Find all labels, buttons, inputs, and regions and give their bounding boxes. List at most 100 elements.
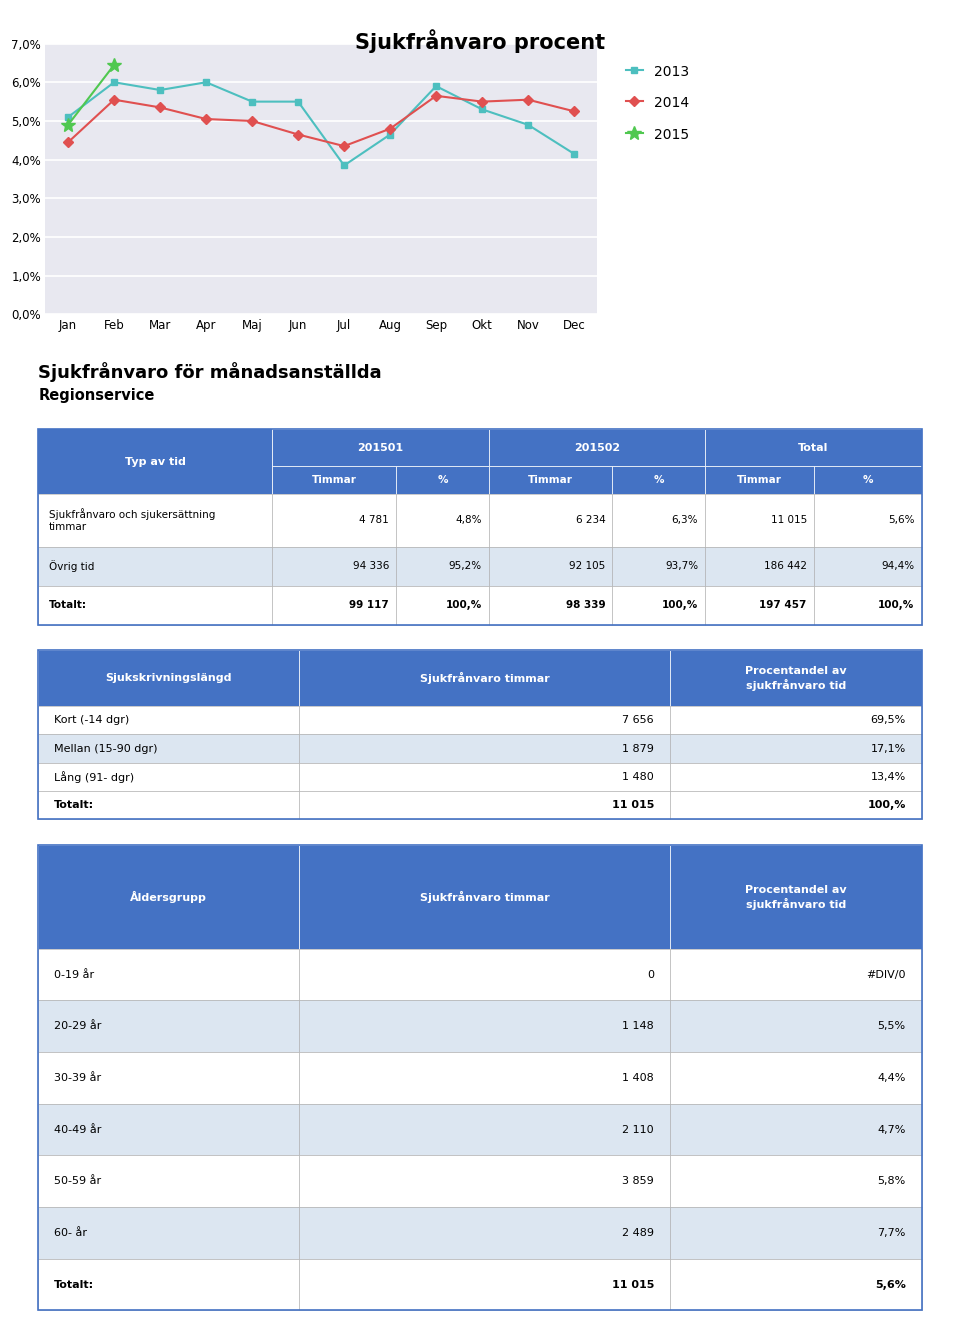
Text: %: % [862, 476, 873, 485]
Text: Kort (-14 dgr): Kort (-14 dgr) [55, 716, 130, 725]
FancyBboxPatch shape [38, 1104, 299, 1156]
Text: Mellan (15-90 dgr): Mellan (15-90 dgr) [55, 744, 157, 753]
Text: 2 489: 2 489 [622, 1229, 654, 1238]
Text: 95,2%: 95,2% [448, 561, 482, 571]
Text: Sjukfrånvaro procent: Sjukfrånvaro procent [355, 29, 605, 53]
Text: 5,6%: 5,6% [875, 1280, 905, 1289]
Text: 13,4%: 13,4% [871, 771, 905, 782]
2013 [338, 157, 349, 173]
FancyBboxPatch shape [612, 585, 706, 625]
FancyBboxPatch shape [38, 948, 299, 1000]
Text: Totalt:: Totalt: [49, 600, 87, 610]
2013 [293, 94, 304, 110]
Text: 100,%: 100,% [878, 600, 915, 610]
FancyBboxPatch shape [489, 494, 612, 547]
FancyBboxPatch shape [814, 494, 922, 547]
Text: %: % [437, 476, 447, 485]
Text: 1 148: 1 148 [622, 1021, 654, 1032]
FancyBboxPatch shape [670, 1052, 922, 1104]
Text: Totalt:: Totalt: [55, 1280, 94, 1289]
FancyBboxPatch shape [38, 762, 299, 791]
FancyBboxPatch shape [273, 466, 396, 494]
Text: 1 480: 1 480 [622, 771, 654, 782]
FancyBboxPatch shape [299, 650, 670, 707]
Text: %: % [654, 476, 664, 485]
Text: Övrig tid: Övrig tid [49, 560, 94, 572]
Text: 0-19 år: 0-19 år [55, 970, 94, 980]
2014 [522, 91, 534, 107]
FancyBboxPatch shape [670, 791, 922, 819]
2014 [155, 99, 166, 115]
FancyBboxPatch shape [670, 1156, 922, 1207]
FancyBboxPatch shape [273, 494, 396, 547]
2013 [247, 94, 258, 110]
FancyBboxPatch shape [489, 547, 612, 585]
FancyBboxPatch shape [273, 429, 489, 466]
FancyBboxPatch shape [670, 734, 922, 762]
FancyBboxPatch shape [670, 707, 922, 734]
FancyBboxPatch shape [299, 1207, 670, 1259]
FancyBboxPatch shape [612, 494, 706, 547]
FancyBboxPatch shape [38, 1156, 299, 1207]
Text: 92 105: 92 105 [569, 561, 606, 571]
FancyBboxPatch shape [670, 1259, 922, 1310]
Text: 69,5%: 69,5% [871, 716, 905, 725]
Legend: 2013, 2014, 2015: 2013, 2014, 2015 [626, 65, 689, 141]
Line: 2014: 2014 [64, 92, 578, 149]
FancyBboxPatch shape [299, 1156, 670, 1207]
FancyBboxPatch shape [814, 585, 922, 625]
Text: Procentandel av
sjukfrånvaro tid: Procentandel av sjukfrånvaro tid [745, 885, 847, 910]
Text: Lång (91- dgr): Lång (91- dgr) [55, 770, 134, 783]
2013 [384, 127, 396, 143]
FancyBboxPatch shape [299, 1104, 670, 1156]
Text: 30-39 år: 30-39 år [55, 1073, 102, 1083]
FancyBboxPatch shape [38, 1207, 299, 1259]
FancyBboxPatch shape [273, 547, 396, 585]
FancyBboxPatch shape [38, 494, 273, 547]
Text: 100,%: 100,% [445, 600, 482, 610]
FancyBboxPatch shape [489, 466, 612, 494]
2014 [62, 135, 74, 151]
Text: 5,5%: 5,5% [877, 1021, 905, 1032]
FancyBboxPatch shape [299, 791, 670, 819]
FancyBboxPatch shape [670, 1104, 922, 1156]
Text: 4,7%: 4,7% [877, 1124, 905, 1135]
Line: 2015: 2015 [61, 58, 121, 132]
Text: 1 879: 1 879 [622, 744, 654, 753]
Text: 1 408: 1 408 [622, 1073, 654, 1083]
FancyBboxPatch shape [299, 734, 670, 762]
Text: 60- år: 60- år [55, 1229, 87, 1238]
Text: 20-29 år: 20-29 år [55, 1021, 102, 1032]
FancyBboxPatch shape [299, 707, 670, 734]
FancyBboxPatch shape [396, 547, 489, 585]
Text: Timmar: Timmar [528, 476, 573, 485]
Text: Sjukfrånvaro timmar: Sjukfrånvaro timmar [420, 672, 549, 684]
Text: 7,7%: 7,7% [877, 1229, 905, 1238]
2013 [568, 145, 580, 161]
FancyBboxPatch shape [38, 707, 299, 734]
2014 [293, 127, 304, 143]
Text: 0: 0 [647, 970, 654, 980]
2014 [384, 120, 396, 136]
Text: Sjukskrivningslängd: Sjukskrivningslängd [106, 674, 232, 683]
FancyBboxPatch shape [38, 585, 273, 625]
FancyBboxPatch shape [814, 466, 922, 494]
FancyBboxPatch shape [670, 845, 922, 948]
FancyBboxPatch shape [299, 845, 670, 948]
Line: 2013: 2013 [64, 79, 578, 169]
FancyBboxPatch shape [396, 585, 489, 625]
FancyBboxPatch shape [38, 791, 299, 819]
FancyBboxPatch shape [706, 547, 814, 585]
Text: 4 781: 4 781 [359, 515, 389, 526]
FancyBboxPatch shape [38, 429, 273, 494]
Text: Åldersgrupp: Åldersgrupp [131, 892, 207, 904]
FancyBboxPatch shape [670, 762, 922, 791]
FancyBboxPatch shape [706, 429, 922, 466]
Text: Regionservice: Regionservice [38, 388, 155, 403]
2013 [155, 82, 166, 98]
Text: 50-59 år: 50-59 år [55, 1176, 102, 1186]
FancyBboxPatch shape [299, 1052, 670, 1104]
FancyBboxPatch shape [706, 466, 814, 494]
Text: 11 015: 11 015 [612, 1280, 654, 1289]
FancyBboxPatch shape [670, 650, 922, 707]
